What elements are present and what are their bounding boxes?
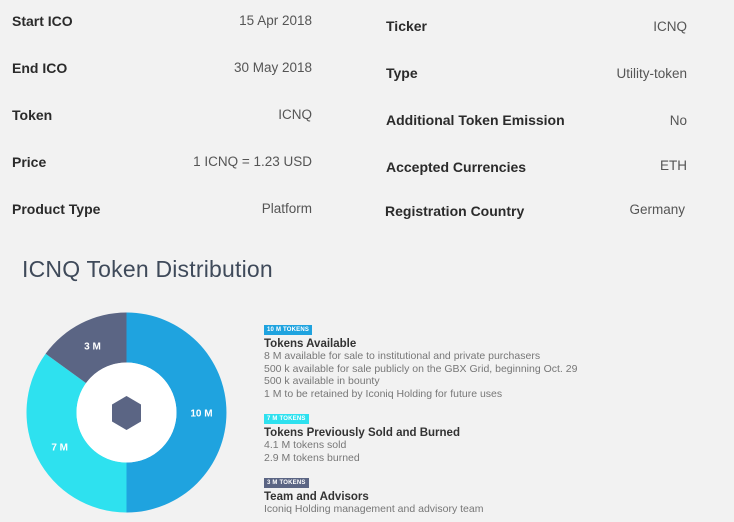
legend-line: 8 M available for sale to institutional … — [264, 350, 541, 362]
ticker-value: ICNQ — [653, 19, 687, 34]
end-ico-value: 30 May 2018 — [233, 60, 312, 75]
end-ico-label: End ICO — [12, 60, 68, 76]
legend-item-tokens-available: 10 M TOKENS Tokens Available 8 M availab… — [264, 318, 577, 400]
hexagon-logo-icon — [112, 396, 141, 430]
legend-badge: 10 M TOKENS — [264, 325, 313, 335]
donut-segment — [126, 312, 227, 513]
start-ico-label: Start ICO — [12, 13, 73, 29]
legend-title: Tokens Available — [264, 338, 357, 350]
donut-segment — [26, 353, 127, 513]
donut-segment — [45, 312, 127, 384]
registration-country-value: Germany — [629, 202, 685, 217]
donut-segment-label: 3 M — [84, 342, 101, 353]
product-type-value: Platform — [261, 201, 312, 216]
legend-title: Team and Advisors — [264, 491, 369, 503]
accepted-currencies-label: Accepted Currencies — [386, 159, 527, 175]
legend-item-team-advisors: 3 M TOKENS Team and Advisors Iconiq Hold… — [264, 471, 483, 516]
legend-item-sold-burned: 7 M TOKENS Tokens Previously Sold and Bu… — [264, 407, 460, 464]
legend-title: Tokens Previously Sold and Burned — [264, 427, 460, 439]
registration-country-label: Registration Country — [385, 203, 525, 219]
legend-badge: 3 M TOKENS — [264, 478, 309, 488]
token-label: Token — [12, 107, 53, 123]
token-distribution-donut: 10 M 7 M 3 M — [26, 312, 227, 513]
type-value: Utility-token — [616, 66, 687, 81]
legend-line: Iconiq Holding management and advisory t… — [264, 503, 484, 515]
ticker-label: Ticker — [386, 18, 427, 34]
legend-line: 1 M to be retained by Iconiq Holding for… — [264, 387, 503, 400]
donut-segment-label: 10 M — [190, 409, 212, 420]
legend-badge: 7 M TOKENS — [264, 414, 309, 424]
price-value: 1 ICNQ = 1.23 USD — [193, 154, 312, 169]
token-value: ICNQ — [278, 107, 312, 122]
product-type-label: Product Type — [12, 201, 101, 217]
additional-token-emission-value: No — [669, 113, 687, 128]
donut-segment-label: 7 M — [51, 443, 68, 454]
distribution-title: ICNQ Token Distribution — [22, 256, 273, 282]
accepted-currencies-value: ETH — [660, 158, 687, 173]
legend-line: 4.1 M tokens sold — [264, 439, 347, 451]
type-label: Type — [386, 65, 418, 81]
legend-line: 500 k available in bounty — [264, 375, 380, 388]
price-label: Price — [12, 154, 47, 170]
legend-line: 2.9 M tokens burned — [264, 451, 360, 464]
start-ico-value: 15 Apr 2018 — [239, 13, 312, 28]
additional-token-emission-label: Additional Token Emission — [386, 112, 565, 128]
legend-line: 500 k available for sale publicly on the… — [264, 362, 578, 375]
